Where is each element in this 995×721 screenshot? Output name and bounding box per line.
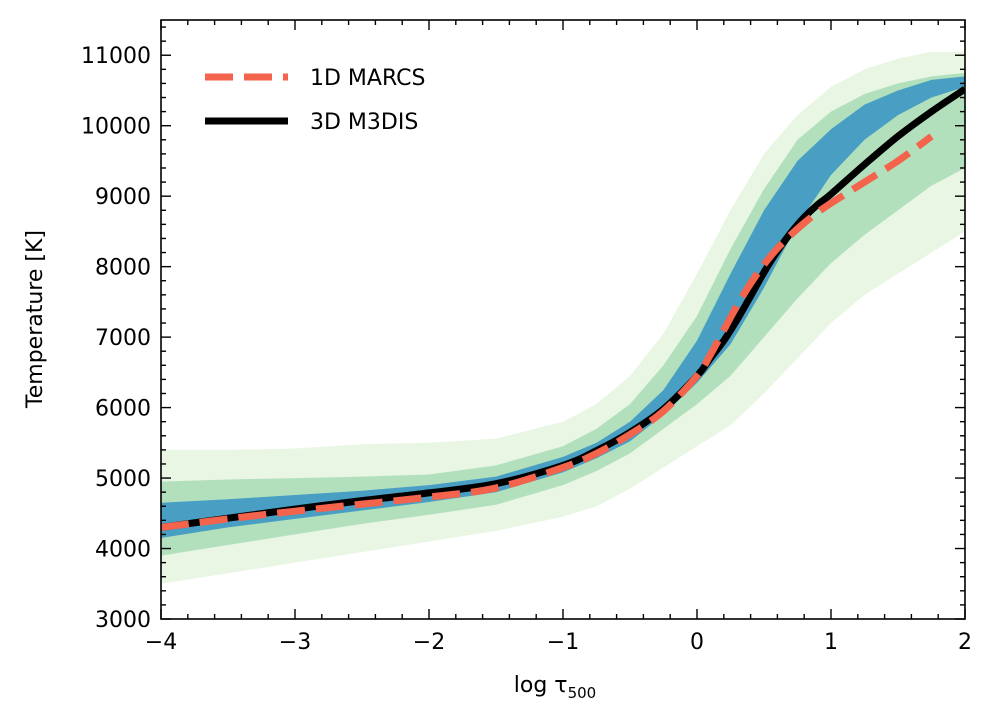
x-axis-label: log τ500 [514, 673, 596, 702]
density-outer-band [161, 51, 965, 584]
axis-ticks [160, 20, 966, 620]
y-tick-label: 9000 [95, 185, 151, 210]
series-line-3d-m3dis [161, 86, 965, 531]
y-tick-label: 3000 [95, 608, 151, 633]
y-tick-label: 10000 [81, 115, 151, 140]
y-tick-label: 6000 [95, 397, 151, 422]
x-tick-label: 2 [958, 630, 972, 655]
y-tick-label: 4000 [95, 538, 151, 563]
legend-marcs-label: 1D MARCS [310, 66, 425, 91]
y-tick-label: 7000 [95, 326, 151, 351]
x-tick-label: 1 [824, 630, 838, 655]
x-tick-label: −1 [547, 630, 579, 655]
x-tick-label: −2 [413, 630, 445, 655]
legend: 1D MARCS 3D M3DIS [205, 66, 425, 135]
y-axis-label: Temperature [K] [23, 230, 48, 409]
y-tick-label: 11000 [81, 44, 151, 69]
density-cloud [161, 51, 965, 584]
y-tick-label: 5000 [95, 467, 151, 492]
density-core-band [161, 76, 965, 539]
series-line-1d-marcs [161, 133, 934, 531]
legend-m3dis-label: 3D M3DIS [310, 110, 418, 135]
x-tick-label: −4 [145, 630, 177, 655]
x-tick-label: 0 [690, 630, 704, 655]
series-lines [161, 86, 965, 531]
x-tick-labels: −4 −3 −2 −1 0 1 2 [145, 630, 972, 655]
y-tick-label: 8000 [95, 256, 151, 281]
x-tick-label: −3 [279, 630, 311, 655]
y-tick-labels: 3000 4000 5000 6000 7000 8000 9000 10000 11000 [81, 44, 151, 633]
density-inner-band [161, 72, 965, 556]
